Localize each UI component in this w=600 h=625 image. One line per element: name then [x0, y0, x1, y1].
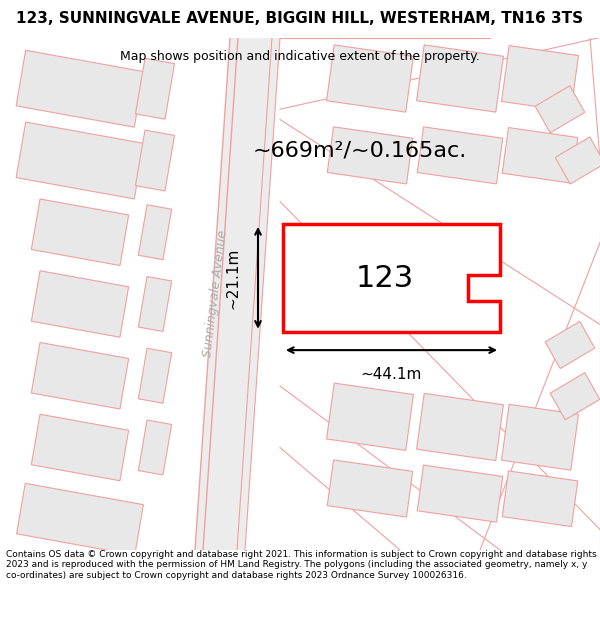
Polygon shape: [283, 224, 500, 332]
Polygon shape: [195, 38, 280, 550]
Polygon shape: [502, 46, 578, 111]
Text: 123, SUNNINGVALE AVENUE, BIGGIN HILL, WESTERHAM, TN16 3TS: 123, SUNNINGVALE AVENUE, BIGGIN HILL, WE…: [16, 11, 584, 26]
Polygon shape: [139, 276, 172, 331]
Polygon shape: [416, 45, 503, 112]
Polygon shape: [31, 414, 128, 481]
Polygon shape: [535, 86, 585, 133]
Polygon shape: [327, 460, 413, 517]
Polygon shape: [16, 50, 144, 127]
Polygon shape: [502, 127, 578, 183]
Polygon shape: [555, 137, 600, 184]
Polygon shape: [136, 130, 175, 191]
Polygon shape: [136, 58, 175, 119]
Text: Map shows position and indicative extent of the property.: Map shows position and indicative extent…: [120, 50, 480, 62]
Text: ~21.1m: ~21.1m: [225, 247, 240, 309]
Polygon shape: [327, 127, 413, 184]
Polygon shape: [31, 342, 128, 409]
Text: ~669m²/~0.165ac.: ~669m²/~0.165ac.: [253, 140, 467, 160]
Text: 123: 123: [356, 264, 414, 293]
Text: ~44.1m: ~44.1m: [361, 366, 422, 381]
Polygon shape: [31, 199, 128, 266]
Polygon shape: [139, 420, 172, 475]
Polygon shape: [550, 372, 600, 420]
Text: Sunningvale Avenue: Sunningvale Avenue: [201, 229, 229, 358]
Polygon shape: [417, 127, 503, 184]
Polygon shape: [502, 404, 578, 470]
Polygon shape: [502, 471, 578, 527]
Polygon shape: [545, 321, 595, 369]
Polygon shape: [31, 271, 128, 338]
Polygon shape: [326, 383, 413, 451]
Polygon shape: [417, 465, 503, 522]
Polygon shape: [17, 483, 143, 555]
Polygon shape: [326, 45, 413, 112]
Polygon shape: [139, 348, 172, 403]
Polygon shape: [139, 205, 172, 260]
Polygon shape: [416, 393, 503, 461]
Polygon shape: [16, 122, 144, 199]
Text: Contains OS data © Crown copyright and database right 2021. This information is : Contains OS data © Crown copyright and d…: [6, 550, 596, 580]
